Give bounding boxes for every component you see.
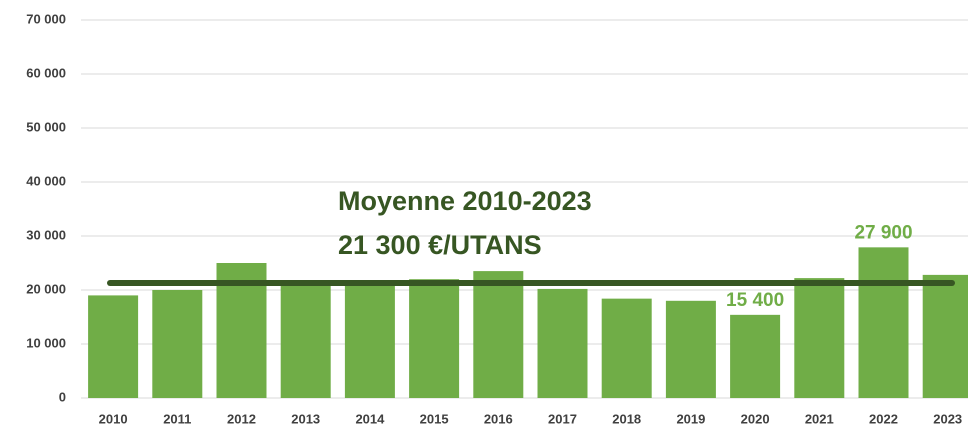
x-tick-label: 2013 — [291, 411, 320, 426]
bar — [280, 281, 331, 398]
x-tick-label: 2011 — [163, 411, 191, 426]
y-tick-label: 30 000 — [26, 227, 66, 242]
bar — [794, 278, 845, 398]
bar — [858, 247, 909, 398]
annotation: Moyenne 2010-2023 — [338, 186, 592, 216]
x-tick-label: 2022 — [869, 411, 898, 426]
y-tick-label: 20 000 — [26, 281, 66, 296]
bar — [409, 279, 460, 398]
x-tick-label: 2015 — [420, 411, 449, 426]
y-tick-label: 10 000 — [26, 335, 66, 350]
data-label: 15 400 — [726, 290, 784, 311]
y-tick-label: 40 000 — [26, 173, 66, 188]
annotation: 21 300 €/UTANS — [338, 230, 542, 260]
bar — [88, 295, 139, 398]
bar — [152, 290, 203, 398]
bar — [665, 300, 716, 398]
x-tick-label: 2023 — [933, 411, 962, 426]
x-tick-label: 2017 — [548, 411, 577, 426]
x-tick-label: 2016 — [484, 411, 513, 426]
x-tick-label: 2012 — [227, 411, 256, 426]
bar — [922, 274, 968, 398]
bar — [537, 288, 588, 398]
bar — [601, 298, 652, 398]
bar — [344, 284, 395, 398]
y-tick-label: 60 000 — [26, 65, 66, 80]
data-label: 27 900 — [854, 222, 912, 243]
x-tick-label: 2014 — [355, 411, 385, 426]
x-tick-label: 2021 — [805, 411, 834, 426]
y-tick-label: 0 — [59, 389, 66, 404]
x-tick-label: 2018 — [612, 411, 641, 426]
x-tick-label: 2010 — [99, 411, 128, 426]
x-tick-label: 2020 — [741, 411, 770, 426]
bar — [730, 314, 781, 398]
y-tick-label: 50 000 — [26, 119, 66, 134]
bar — [473, 271, 524, 398]
y-tick-label: 70 000 — [26, 11, 66, 26]
x-tick-label: 2019 — [676, 411, 705, 426]
